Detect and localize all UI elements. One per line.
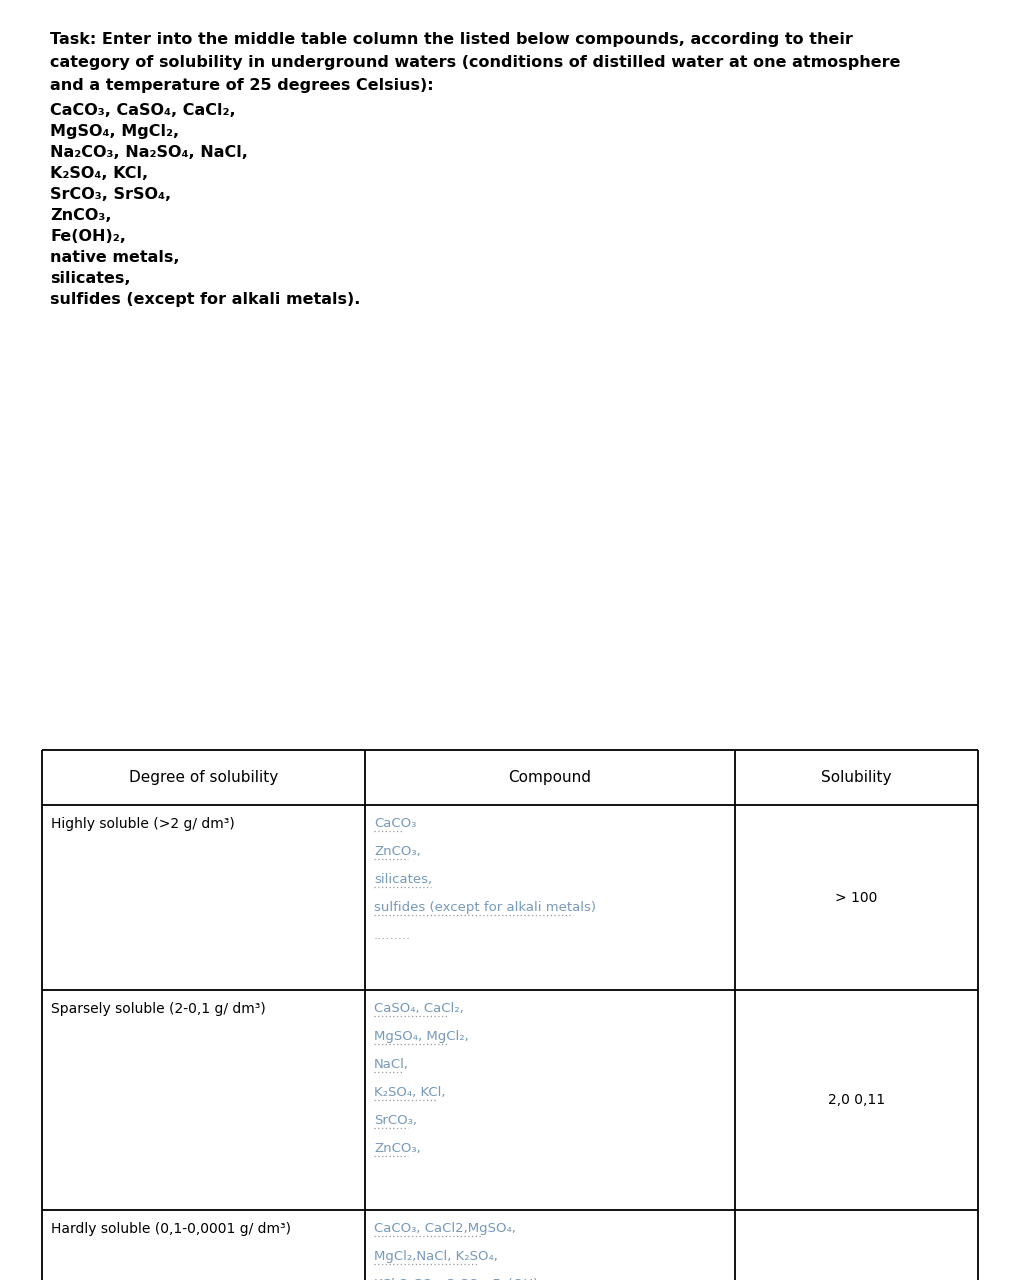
Text: Fe(OH)₂,: Fe(OH)₂, [50,229,126,244]
Text: K₂SO₄, KCl,: K₂SO₄, KCl, [374,1085,445,1100]
Text: MgSO₄, MgCl₂,: MgSO₄, MgCl₂, [50,124,179,140]
Text: Hardly soluble (0,1-0,0001 g/ dm³): Hardly soluble (0,1-0,0001 g/ dm³) [51,1222,291,1236]
Text: > 100: > 100 [835,891,878,905]
Text: silicates,: silicates, [374,873,432,886]
Text: K₂SO₄, KCl,: K₂SO₄, KCl, [50,166,148,180]
Text: MgCl₂,NaCl, K₂SO₄,: MgCl₂,NaCl, K₂SO₄, [374,1251,498,1263]
Text: Sparsely soluble (2-0,1 g/ dm³): Sparsely soluble (2-0,1 g/ dm³) [51,1002,266,1016]
Text: Task: Enter into the middle table column the listed below compounds, according t: Task: Enter into the middle table column… [50,32,852,47]
Text: MgSO₄, MgCl₂,: MgSO₄, MgCl₂, [374,1030,468,1043]
Text: SrCO₃, SrSO₄,: SrCO₃, SrSO₄, [50,187,171,202]
Text: sulfides (except for alkali metals).: sulfides (except for alkali metals). [50,292,361,307]
Text: Degree of solubility: Degree of solubility [129,771,278,785]
Text: CaCO₃, CaSO₄, CaCl₂,: CaCO₃, CaSO₄, CaCl₂, [50,102,236,118]
Text: Compound: Compound [508,771,591,785]
Text: KCl,SrCO₃, SrSO₄, Fe(OH): KCl,SrCO₃, SrSO₄, Fe(OH) [374,1277,538,1280]
Text: SrCO₃,: SrCO₃, [374,1114,417,1126]
Text: silicates,: silicates, [50,271,130,285]
Text: CaSO₄, CaCl₂,: CaSO₄, CaCl₂, [374,1002,463,1015]
Text: Solubility: Solubility [821,771,892,785]
Text: CaCO₃: CaCO₃ [374,817,417,829]
Text: .........: ......... [374,929,411,942]
Text: ZnCO₃,: ZnCO₃, [374,1142,421,1155]
Text: ZnCO₃,: ZnCO₃, [50,207,112,223]
Text: Na₂CO₃, Na₂SO₄, NaCl,: Na₂CO₃, Na₂SO₄, NaCl, [50,145,248,160]
Text: category of solubility in underground waters (conditions of distilled water at o: category of solubility in underground wa… [50,55,900,70]
Text: Highly soluble (>2 g/ dm³): Highly soluble (>2 g/ dm³) [51,817,235,831]
Text: native metals,: native metals, [50,250,180,265]
Text: sulfides (except for alkali metals): sulfides (except for alkali metals) [374,901,596,914]
Text: ZnCO₃,: ZnCO₃, [374,845,421,858]
Text: CaCO₃, CaCl2,MgSO₄,: CaCO₃, CaCl2,MgSO₄, [374,1222,516,1235]
Text: and a temperature of 25 degrees Celsius):: and a temperature of 25 degrees Celsius)… [50,78,434,93]
Text: 2,0 0,11: 2,0 0,11 [828,1093,885,1107]
Text: NaCl,: NaCl, [374,1059,408,1071]
